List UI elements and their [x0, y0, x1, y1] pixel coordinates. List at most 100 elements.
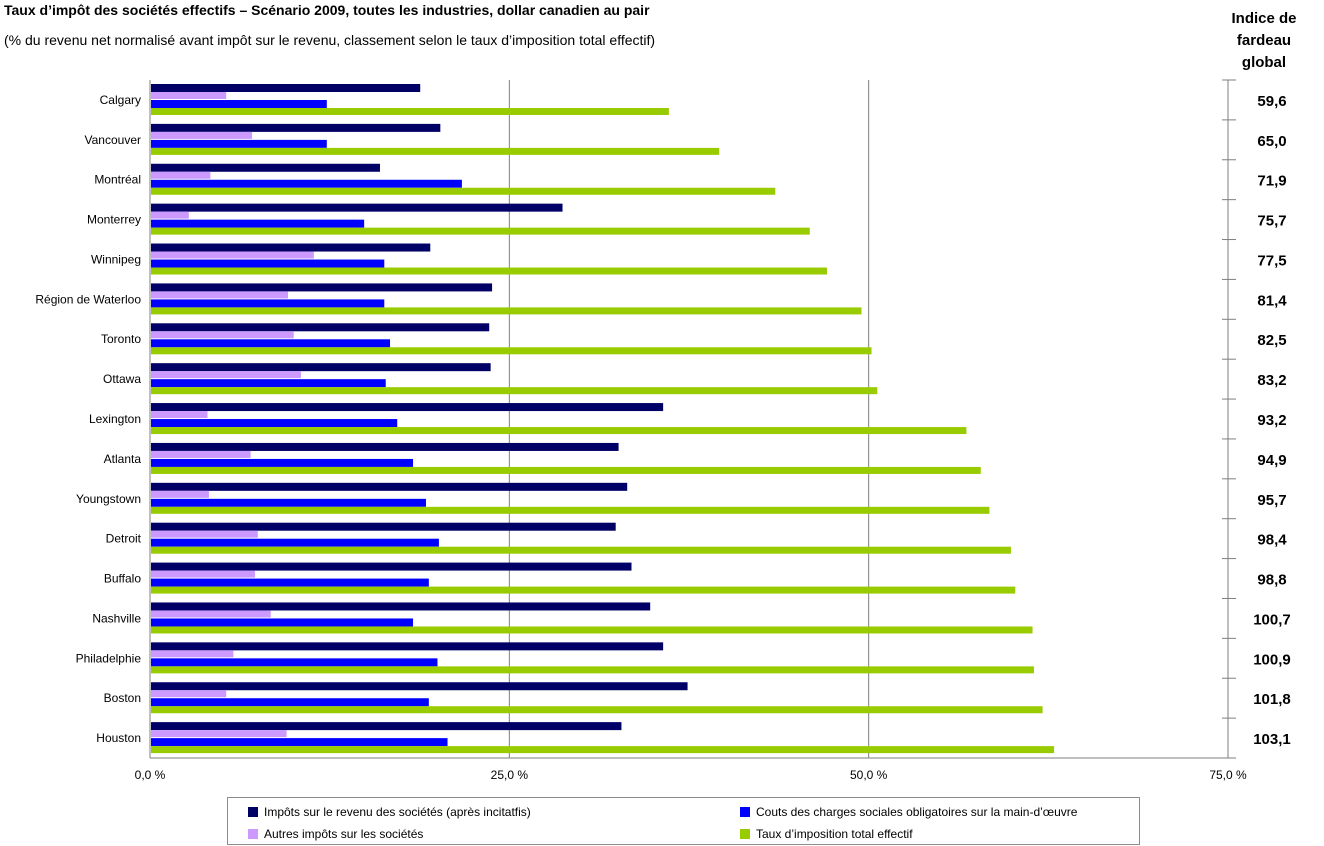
bar: [151, 299, 385, 308]
bar: [151, 522, 616, 531]
bar: [151, 403, 664, 412]
chart-subtitle: (% du revenu net normalisé avant impôt s…: [4, 32, 656, 48]
bar: [151, 458, 414, 467]
bar: [151, 100, 327, 108]
bar: [151, 466, 981, 474]
index-value: 101,8: [1253, 691, 1291, 708]
legend-swatch: [248, 807, 258, 817]
bar: [151, 730, 287, 738]
legend-swatch: [248, 829, 258, 839]
bar: [151, 419, 398, 428]
x-axis: 0,0 % 25,0 % 50,0 % 75,0 %: [135, 80, 1247, 782]
bar: [151, 450, 251, 458]
bar: [151, 506, 990, 514]
index-value: 103,1: [1253, 731, 1291, 748]
bar: [151, 538, 439, 547]
bar: [151, 92, 227, 99]
index-header-line-3: global: [1241, 54, 1287, 71]
category-label: Nashville: [92, 611, 141, 625]
bar: [151, 108, 669, 115]
legend-label: Couts des charges sociales obligatoires …: [756, 805, 1078, 819]
x-tick-label: 75,0 %: [1209, 768, 1247, 782]
legend-item-payroll-costs: Couts des charges sociales obligatoires …: [740, 805, 1077, 819]
bar: [151, 411, 208, 419]
bar: [151, 379, 386, 388]
index-value: 82,5: [1257, 332, 1286, 349]
bar: [151, 626, 1033, 634]
bar: [151, 498, 426, 507]
bar: [151, 482, 628, 491]
index-value: 75,7: [1257, 213, 1286, 230]
x-tick-label: 25,0 %: [491, 768, 529, 782]
index-value: 100,7: [1253, 611, 1291, 628]
bar: [151, 131, 253, 139]
index-value: 95,7: [1257, 492, 1286, 509]
bar: [151, 323, 490, 332]
bar: [151, 259, 385, 268]
index-header-line-1: Indice de: [1231, 10, 1297, 27]
bar: [151, 84, 421, 92]
category-label: Detroit: [106, 532, 142, 546]
legend-label: Impôts sur le revenu des sociétés (après…: [264, 805, 531, 819]
index-header-line-2: fardeau: [1236, 32, 1292, 49]
x-tick-label: 50,0 %: [850, 768, 888, 782]
bar: [151, 682, 688, 691]
bar: [151, 163, 380, 172]
bar-chart: Calgary Vancouver Montréal Monterrey Winnipe…: [35, 79, 1291, 782]
category-label: Youngstown: [76, 492, 141, 506]
legend-item-total-rate: Taux d’imposition total effectif: [740, 827, 913, 841]
bar: [151, 251, 314, 259]
bar: [151, 738, 448, 747]
legend-swatch: [740, 829, 750, 839]
index-value: 81,4: [1257, 292, 1287, 309]
bar: [151, 578, 429, 587]
bar: [151, 546, 1011, 554]
legend-item-other-taxes: Autres impôts sur les sociétés: [248, 827, 423, 841]
bar: [151, 387, 878, 395]
bar: [151, 179, 462, 188]
bar: [151, 586, 1016, 594]
bar: [151, 331, 294, 339]
bar: [151, 123, 441, 132]
bar: [151, 442, 619, 451]
index-values: 59,6 65,0 71,9 75,7 77,5 81,4 82,5 83,2 93,2 94,9…: [1222, 79, 1291, 759]
legend-label: Taux d’imposition total effectif: [756, 827, 913, 841]
bar: [151, 562, 632, 571]
bar: [151, 658, 438, 667]
bar: [151, 291, 288, 299]
bar: [151, 227, 810, 235]
index-value: 59,6: [1257, 93, 1286, 110]
chart-title: Taux d’impôt des sociétés effectifs – Sc…: [4, 2, 650, 18]
category-labels: Calgary Vancouver Montréal Monterrey Winnipe…: [35, 93, 141, 745]
index-value: 71,9: [1257, 173, 1286, 190]
index-value: 100,9: [1253, 651, 1291, 668]
bar: [151, 530, 258, 538]
bar: [151, 706, 1043, 714]
index-value: 94,9: [1257, 452, 1286, 469]
bar: [151, 690, 227, 698]
bar: [151, 171, 211, 179]
gridlines: [508, 80, 1229, 758]
x-tick-label: 0,0 %: [135, 768, 166, 782]
bar: [151, 610, 271, 618]
bar: [151, 211, 189, 219]
bar: [151, 219, 365, 228]
bar: [151, 363, 491, 372]
category-label: Ottawa: [103, 372, 141, 386]
category-label: Monterrey: [87, 213, 141, 227]
bar: [151, 722, 622, 731]
category-label: Buffalo: [104, 572, 141, 586]
category-label: Calgary: [100, 93, 141, 107]
bar: [151, 283, 493, 292]
index-value: 65,0: [1257, 133, 1286, 150]
bar: [151, 490, 209, 498]
bar: [151, 339, 391, 348]
category-label: Boston: [104, 691, 141, 705]
category-label: Vancouver: [85, 133, 141, 147]
index-value: 77,5: [1257, 252, 1286, 269]
bars: [151, 84, 1055, 754]
index-column-header: Indice de fardeau global: [1200, 8, 1324, 74]
index-value: 93,2: [1257, 412, 1286, 429]
bar: [151, 267, 827, 275]
bar: [151, 666, 1034, 674]
